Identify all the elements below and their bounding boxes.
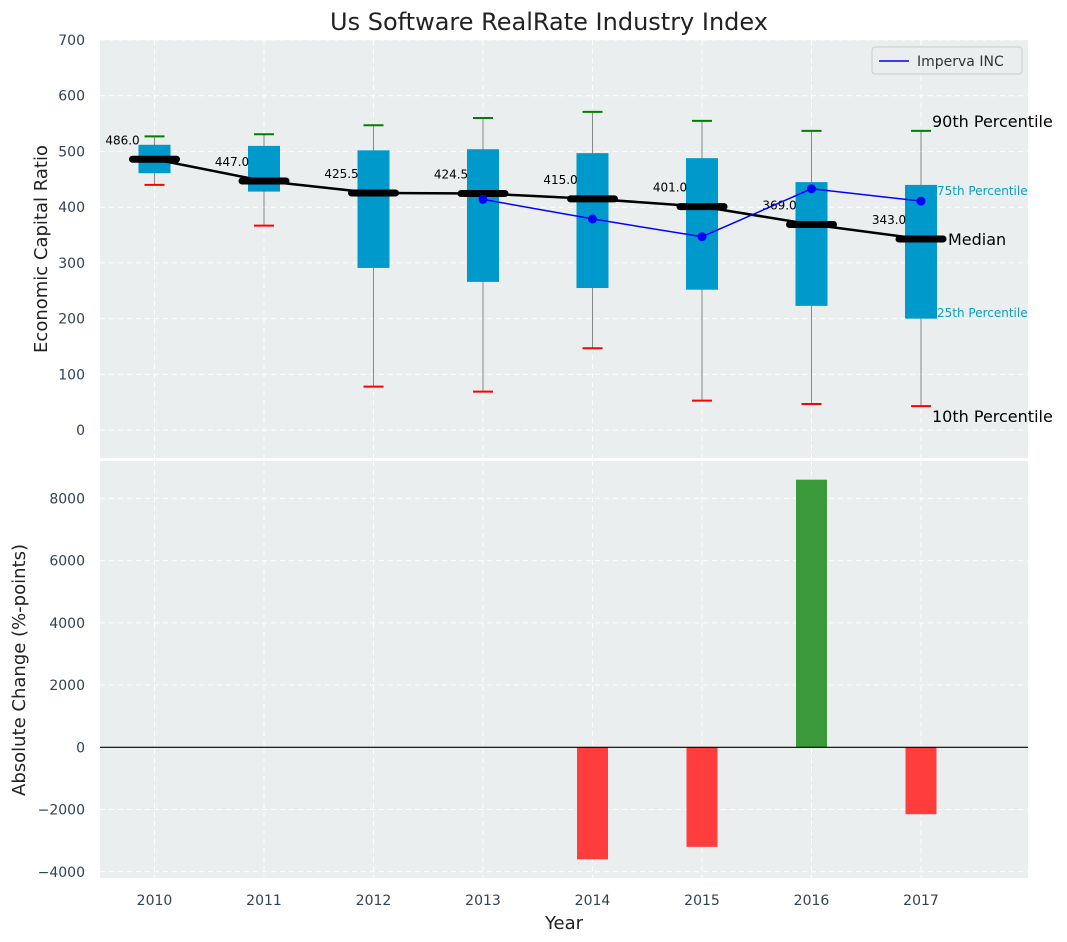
company-point-2016 [807,184,816,194]
y-tick-700: 700 [58,33,85,49]
x-tick-2010: 2010 [137,893,173,909]
box-plots: 486.0 447.0 425.5 424.5 415.0 401.0 369.0 343.0 [105,110,947,408]
x-tick-2017: 2017 [903,893,939,909]
bottom-panel: −4000 −2000 0 2000 4000 6000 8000 Absolute Cha… [9,461,1028,934]
company-point-2013 [478,194,488,204]
change-bar-2015 [686,747,718,847]
y-tick-bottom-4000: 4000 [49,616,85,632]
y-tick-bottom--4000: −4000 [38,865,85,881]
median-label-2015: 401.0 [653,181,687,195]
box-2016 [795,182,828,306]
y-tick-400: 400 [58,200,85,216]
box-2017 [905,184,937,319]
y-tick-bottom-0: 0 [76,740,85,756]
top-panel: 0 100 200 300 400 500 600 700 Economic Capital … [31,33,1053,458]
percentile-annotations: 90th Percentile 75th Percentile Median 2… [932,112,1053,426]
x-tick-2016: 2016 [794,893,830,909]
change-bar-2017 [905,747,937,815]
chart-title: Us Software RealRate Industry Index [330,8,768,36]
median-label-2012: 425.5 [324,167,358,181]
median-line [154,158,922,241]
median-label-2013: 424.5 [434,168,468,182]
y-tick-600: 600 [58,89,85,105]
median-label-2016: 369.0 [762,198,796,212]
box-2015 [686,158,718,290]
box-2013 [467,149,499,282]
bottom-y-ticks: −4000 −2000 0 2000 4000 6000 8000 [38,491,85,880]
annotation-p90: 90th Percentile [932,112,1053,131]
legend: Imperva INC [871,46,1023,75]
x-tick-2014: 2014 [575,893,611,909]
company-series [478,184,926,242]
top-plot-area [100,40,1028,458]
company-point-2014 [588,214,597,224]
change-bar-2014 [577,747,608,860]
y-tick-bottom-6000: 6000 [49,554,85,570]
bottom-plot-area [100,461,1028,878]
y-tick-200: 200 [58,312,85,328]
x-axis-label: Year [544,913,584,934]
y-tick-300: 300 [58,256,85,272]
company-point-2017 [916,196,926,206]
x-ticks: 2010 2011 2012 2013 2014 2015 2016 2017 [137,893,939,909]
y-tick-0: 0 [76,423,85,439]
top-y-ticks: 0 100 200 300 400 500 600 700 [58,33,85,439]
annotation-median: Median [948,230,1006,249]
y-tick-500: 500 [58,144,85,160]
y-tick-bottom--2000: −2000 [38,803,85,819]
change-bar-2016 [796,479,827,748]
y-tick-bottom-2000: 2000 [49,678,85,694]
x-tick-2011: 2011 [246,893,282,909]
x-tick-2015: 2015 [684,893,720,909]
x-tick-2013: 2013 [465,893,501,909]
legend-label: Imperva INC [917,54,1004,70]
median-label-2017: 343.0 [872,213,906,227]
bottom-y-axis-label: Absolute Change (%-points) [9,544,30,796]
box-2011 [248,145,280,192]
annotation-p75: 75th Percentile [937,184,1028,198]
annotation-p25: 25th Percentile [937,306,1028,320]
top-y-axis-label: Economic Capital Ratio [31,145,52,353]
box-2012 [357,150,390,268]
median-label-2011: 447.0 [215,155,249,169]
annotation-p10: 10th Percentile [932,407,1053,426]
y-tick-100: 100 [58,367,85,383]
y-tick-bottom-8000: 8000 [49,491,85,507]
median-label-2014: 415.0 [543,173,577,187]
company-point-2015 [697,232,707,242]
legend-box [871,46,1023,75]
median-trend-line [154,158,922,241]
x-tick-2012: 2012 [356,893,392,909]
change-bars [100,479,1028,860]
median-label-2010: 486.0 [105,133,139,147]
